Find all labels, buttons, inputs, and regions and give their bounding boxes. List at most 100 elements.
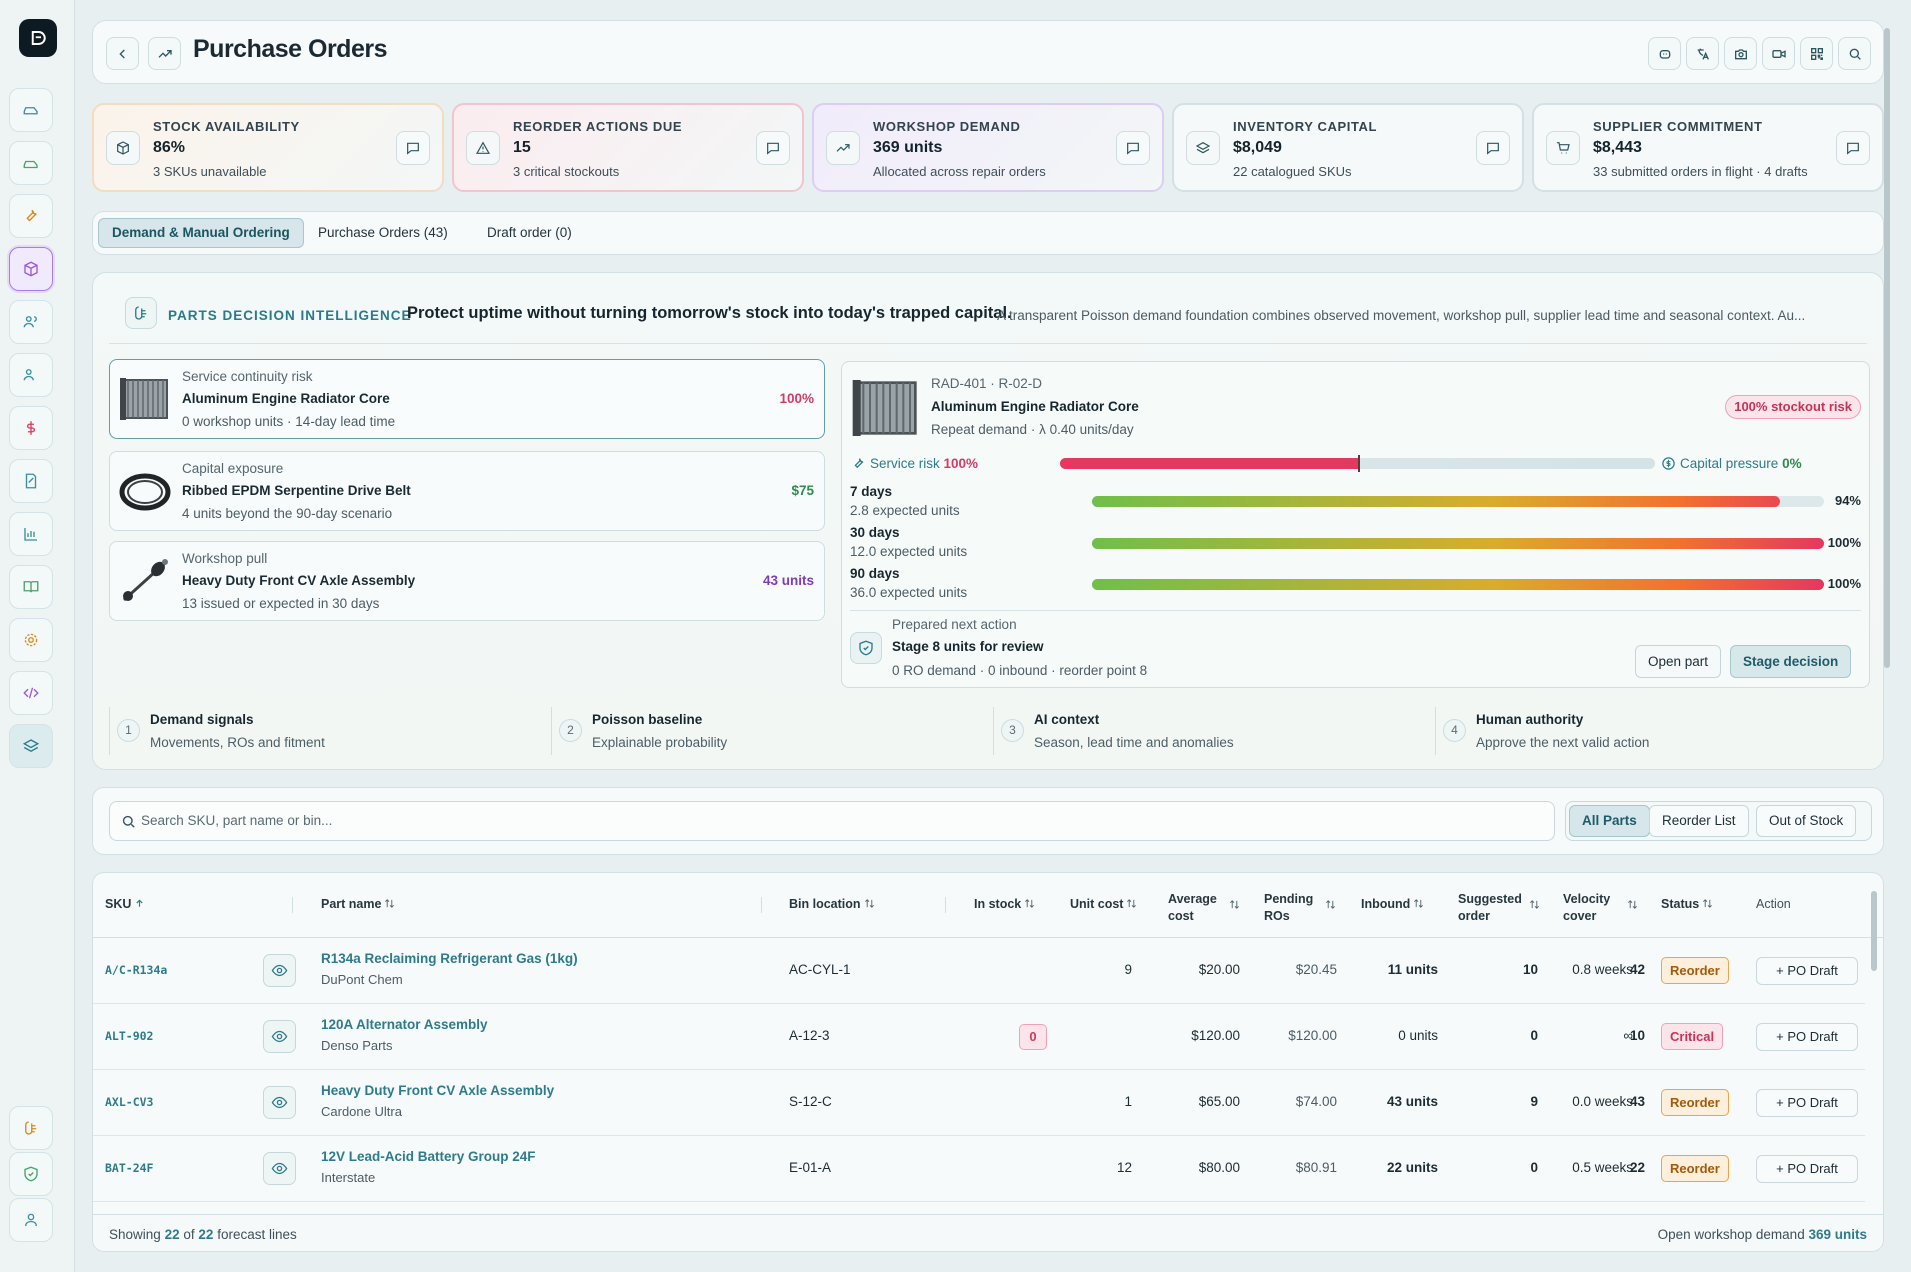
tab-demand-manual-ordering[interactable]: Demand & Manual Ordering <box>98 218 304 248</box>
sidebar-item-billing[interactable] <box>9 406 53 450</box>
table-row[interactable]: ALT-902 120A Alternator Assembly Denso P… <box>93 1004 1865 1070</box>
sort-icon[interactable] <box>1627 899 1638 910</box>
tab-purchase-orders[interactable]: Purchase Orders (43) <box>318 225 448 240</box>
row-part-name-link[interactable]: 12V Lead-Acid Battery Group 24F <box>321 1149 536 1164</box>
eye-icon <box>271 1162 288 1175</box>
comment-icon <box>1127 142 1139 155</box>
sidebar-security[interactable] <box>9 1152 53 1196</box>
row-part-name-link[interactable]: 120A Alternator Assembly <box>321 1017 488 1032</box>
kpi-comment-button[interactable] <box>756 131 790 165</box>
search-placeholder: Search SKU, part name or bin... <box>141 813 333 828</box>
sidebar-item-developer[interactable] <box>9 671 53 715</box>
table-row[interactable]: A/C-R134a R134a Reclaiming Refrigerant G… <box>93 938 1865 1004</box>
po-draft-button[interactable]: + PO Draft <box>1756 957 1858 985</box>
sidebar-item-service[interactable] <box>9 194 53 238</box>
table-scrollbar[interactable] <box>1870 879 1878 1209</box>
filter-reorder-list[interactable]: Reorder List <box>1649 805 1749 837</box>
col-header-suggested-order[interactable]: Suggested order <box>1458 892 1522 923</box>
trend-icon <box>826 131 860 165</box>
logo-icon <box>31 31 46 45</box>
po-draft-button[interactable]: + PO Draft <box>1756 1023 1858 1051</box>
signal-card-workshop-pull[interactable]: Workshop pull Heavy Duty Front CV Axle A… <box>109 541 825 621</box>
row-bin: A-12-3 <box>789 1028 830 1043</box>
view-part-button[interactable] <box>263 1086 296 1119</box>
col-header-velocity-cover[interactable]: Velocity cover <box>1563 892 1611 923</box>
sidebar-item-catalog[interactable] <box>9 565 53 609</box>
horizon-expected: 36.0 expected units <box>850 585 968 600</box>
view-part-button[interactable] <box>263 954 296 987</box>
po-draft-button[interactable]: + PO Draft <box>1756 1089 1858 1117</box>
search-button[interactable] <box>1838 37 1871 70</box>
kpi-comment-button[interactable] <box>1836 131 1870 165</box>
kpi-reorder-actions[interactable]: REORDER ACTIONS DUE 15 3 critical stocko… <box>452 103 804 192</box>
kpi-comment-button[interactable] <box>1476 131 1510 165</box>
sidebar-item-analytics[interactable] <box>9 512 53 556</box>
signal-card-capital-exposure[interactable]: Capital exposure Ribbed EPDM Serpentine … <box>109 451 825 531</box>
col-header-sku[interactable]: SKU <box>105 896 145 913</box>
col-header-status[interactable]: Status <box>1661 896 1713 913</box>
view-part-button[interactable] <box>263 1152 296 1185</box>
row-status-badge: Reorder <box>1661 1089 1729 1116</box>
row-part-name-link[interactable]: Heavy Duty Front CV Axle Assembly <box>321 1083 555 1098</box>
back-button[interactable] <box>106 37 139 70</box>
table-row[interactable]: BAT-24F 12V Lead-Acid Battery Group 24F … <box>93 1136 1865 1202</box>
row-suggested-order: 22 <box>1629 1160 1645 1175</box>
view-part-button[interactable] <box>263 1020 296 1053</box>
book-icon <box>23 581 39 593</box>
col-header-pending-ros[interactable]: Pending ROs <box>1264 892 1314 923</box>
trend-button[interactable] <box>148 37 181 70</box>
sort-icon[interactable] <box>1529 899 1540 910</box>
sidebar-item-layers[interactable] <box>9 724 53 768</box>
sort-icon[interactable] <box>1229 899 1240 910</box>
col-header-inbound[interactable]: Inbound <box>1361 896 1424 913</box>
filter-all-parts[interactable]: All Parts <box>1569 805 1650 837</box>
col-header-bin-location[interactable]: Bin location <box>789 896 875 913</box>
table-row[interactable]: AXL-CV3 Heavy Duty Front CV Axle Assembl… <box>93 1070 1865 1136</box>
col-header-part-name[interactable]: Part name <box>321 896 395 913</box>
row-sku: A/C-R134a <box>105 963 168 977</box>
row-supplier: Denso Parts <box>321 1038 393 1053</box>
video-button[interactable] <box>1762 37 1795 70</box>
col-header-unit-cost[interactable]: Unit cost <box>1070 896 1137 913</box>
kpi-supplier-commitment[interactable]: SUPPLIER COMMITMENT $8,443 33 submitted … <box>1532 103 1884 192</box>
stage-decision-button[interactable]: Stage decision <box>1730 645 1852 678</box>
sidebar-item-customers[interactable] <box>9 300 53 344</box>
sidebar-item-staff[interactable] <box>9 353 53 397</box>
parts-table: SKU Part name Bin location In stock Unit… <box>92 872 1884 1252</box>
signal-detail: 4 units beyond the 90-day scenario <box>182 506 393 521</box>
sidebar-item-settings[interactable] <box>9 618 53 662</box>
cube-icon <box>106 131 140 165</box>
qr-button[interactable] <box>1800 37 1833 70</box>
sidebar-ai-assistant[interactable] <box>9 1106 53 1150</box>
kpi-stock-availability[interactable]: STOCK AVAILABILITY 86% 3 SKUs unavailabl… <box>92 103 444 192</box>
kpi-comment-button[interactable] <box>1116 131 1150 165</box>
tab-draft-order[interactable]: Draft order (0) <box>487 225 572 240</box>
page-scrollbar[interactable] <box>1883 20 1891 1260</box>
translate-button[interactable] <box>1686 37 1719 70</box>
kpi-inventory-capital[interactable]: INVENTORY CAPITAL $8,049 22 catalogued S… <box>1172 103 1524 192</box>
kpi-workshop-demand[interactable]: WORKSHOP DEMAND 369 units Allocated acro… <box>812 103 1164 192</box>
pipeline-step-demand-signals: 1 Demand signals Movements, ROs and fitm… <box>109 703 549 759</box>
row-part-name-link[interactable]: R134a Reclaiming Refrigerant Gas (1kg) <box>321 951 578 966</box>
horizon-bar-fill <box>1092 538 1824 549</box>
col-header-in-stock[interactable]: In stock <box>974 896 1035 913</box>
assistant-button[interactable] <box>1648 37 1681 70</box>
sidebar-item-reports[interactable] <box>9 459 53 503</box>
po-draft-button[interactable]: + PO Draft <box>1756 1155 1858 1183</box>
step-sub: Movements, ROs and fitment <box>150 735 325 750</box>
service-risk-label: Service risk 100% <box>870 456 979 471</box>
col-header-average-cost[interactable]: Average cost <box>1168 892 1217 923</box>
filter-out-of-stock[interactable]: Out of Stock <box>1756 805 1857 837</box>
part-decision-detail: RAD-401 · R-02-D Aluminum Engine Radiato… <box>841 361 1870 688</box>
app-logo[interactable] <box>19 19 57 57</box>
camera-button[interactable] <box>1724 37 1757 70</box>
sidebar-item-inventory[interactable] <box>9 247 53 291</box>
sort-icon[interactable] <box>1325 899 1336 910</box>
sidebar-item-fleet[interactable] <box>9 141 53 185</box>
sidebar-item-vehicles[interactable] <box>9 88 53 132</box>
signal-card-service-risk[interactable]: Service continuity risk Aluminum Engine … <box>109 359 825 439</box>
search-input[interactable]: Search SKU, part name or bin... <box>109 801 1555 841</box>
sidebar-profile[interactable] <box>9 1198 53 1242</box>
kpi-comment-button[interactable] <box>396 131 430 165</box>
open-part-button[interactable]: Open part <box>1635 645 1722 678</box>
